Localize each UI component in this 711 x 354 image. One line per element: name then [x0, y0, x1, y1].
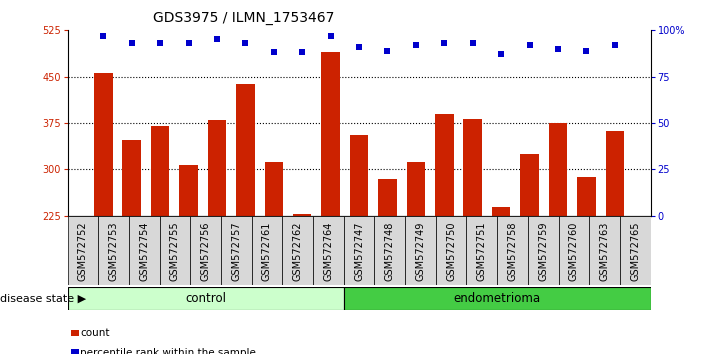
Text: GSM572751: GSM572751 — [477, 222, 487, 281]
Text: GSM572758: GSM572758 — [508, 222, 518, 281]
Bar — [159, 216, 191, 285]
Bar — [549, 123, 567, 216]
Bar — [313, 216, 343, 285]
Bar — [435, 114, 454, 216]
Point — [439, 40, 450, 46]
Bar — [589, 216, 620, 285]
Point — [581, 48, 592, 53]
Bar — [264, 162, 283, 216]
Text: GSM572757: GSM572757 — [231, 222, 241, 281]
Bar — [520, 154, 539, 216]
Point — [97, 33, 109, 39]
Bar — [221, 216, 252, 285]
Text: GSM572748: GSM572748 — [385, 222, 395, 281]
Bar — [350, 135, 368, 216]
Text: count: count — [80, 328, 109, 338]
Bar — [620, 216, 651, 285]
Text: GSM572752: GSM572752 — [78, 222, 88, 281]
Point — [353, 44, 365, 50]
Bar — [466, 216, 497, 285]
Text: GSM572749: GSM572749 — [415, 222, 425, 281]
Text: GSM572755: GSM572755 — [170, 222, 180, 281]
Text: GSM572761: GSM572761 — [262, 222, 272, 281]
Bar — [375, 216, 405, 285]
Point — [325, 33, 336, 39]
Text: GSM572753: GSM572753 — [109, 222, 119, 281]
Bar — [151, 126, 169, 216]
Point — [496, 51, 507, 57]
Point — [296, 50, 308, 55]
Bar — [68, 216, 98, 285]
Bar — [606, 131, 624, 216]
Text: GSM572750: GSM572750 — [446, 222, 456, 281]
Text: GSM572762: GSM572762 — [293, 222, 303, 281]
Bar — [122, 140, 141, 216]
Bar — [236, 84, 255, 216]
Text: GDS3975 / ILMN_1753467: GDS3975 / ILMN_1753467 — [153, 11, 334, 25]
Bar — [378, 179, 397, 216]
Text: endometrioma: endometrioma — [454, 292, 540, 305]
Bar — [129, 216, 159, 285]
Bar — [492, 207, 510, 216]
Point — [154, 40, 166, 46]
Text: control: control — [185, 292, 226, 305]
Text: disease state ▶: disease state ▶ — [0, 293, 86, 303]
Text: GSM572764: GSM572764 — [324, 222, 333, 281]
Point — [552, 46, 564, 51]
Point — [211, 36, 223, 42]
Bar — [405, 216, 436, 285]
Text: GSM572759: GSM572759 — [538, 222, 548, 281]
Bar — [321, 52, 340, 216]
Bar — [94, 73, 112, 216]
Bar — [68, 287, 343, 310]
Bar — [208, 120, 226, 216]
Point — [609, 42, 621, 48]
Bar — [179, 165, 198, 216]
Bar — [343, 287, 651, 310]
Text: GSM572760: GSM572760 — [569, 222, 579, 281]
Point — [467, 40, 479, 46]
Bar — [407, 162, 425, 216]
Point — [268, 50, 279, 55]
Bar — [577, 177, 596, 216]
Text: GSM572763: GSM572763 — [599, 222, 609, 281]
Bar — [293, 214, 311, 216]
Bar — [191, 216, 221, 285]
Text: GSM572754: GSM572754 — [139, 222, 149, 281]
Point — [240, 40, 251, 46]
Point — [183, 40, 194, 46]
Bar — [252, 216, 282, 285]
Bar — [98, 216, 129, 285]
Bar — [528, 216, 559, 285]
Bar — [497, 216, 528, 285]
Bar — [464, 119, 482, 216]
Bar — [343, 216, 375, 285]
Bar — [436, 216, 466, 285]
Point — [524, 42, 535, 48]
Point — [382, 48, 393, 53]
Bar — [559, 216, 589, 285]
Point — [410, 42, 422, 48]
Point — [126, 40, 137, 46]
Text: GSM572765: GSM572765 — [630, 222, 640, 281]
Text: GSM572747: GSM572747 — [354, 222, 364, 281]
Text: percentile rank within the sample: percentile rank within the sample — [80, 348, 256, 354]
Text: GSM572756: GSM572756 — [201, 222, 210, 281]
Bar — [282, 216, 313, 285]
